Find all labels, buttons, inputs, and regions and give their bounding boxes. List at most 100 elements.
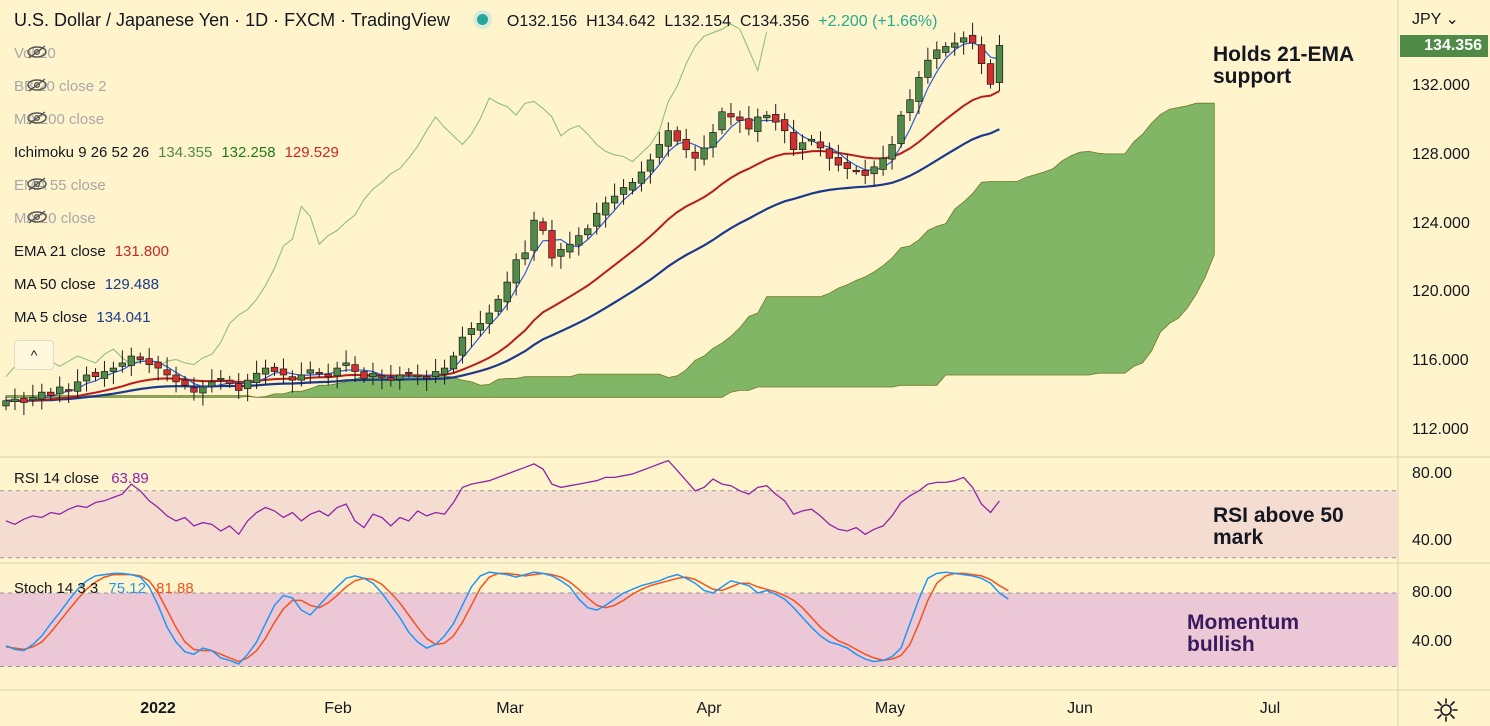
settings-gear-icon[interactable]: [1433, 697, 1459, 723]
currency-selector[interactable]: JPY ⌄: [1412, 11, 1459, 28]
candle-body: [2, 400, 10, 407]
candle-body: [745, 118, 753, 130]
indicator-value: 134.355: [158, 144, 213, 161]
candle-body: [378, 375, 386, 378]
candle-body: [942, 46, 950, 53]
indicator-legend-row[interactable]: Ichimoku 9 26 52 26 134.355 132.258 129.529: [14, 144, 339, 161]
candle-body: [619, 187, 628, 195]
ema21-line: [5, 90, 1000, 402]
indicator-legend-row[interactable]: EMA 55 close: [14, 177, 106, 194]
collapse-legend-button[interactable]: ^: [14, 340, 54, 370]
candle-body: [360, 371, 368, 379]
candle-body: [467, 328, 476, 335]
rsi-legend-value: 63.89: [111, 470, 149, 487]
candle-body: [315, 372, 323, 375]
candle-body: [682, 138, 690, 150]
candle-body: [154, 361, 162, 369]
candle-body: [127, 355, 135, 366]
price-axis-label: 116.000: [1412, 352, 1469, 370]
candle-body: [20, 397, 28, 403]
market-status-icon: [476, 14, 488, 25]
candle-body: [297, 374, 305, 381]
candle-body: [888, 144, 896, 160]
candle-body: [852, 169, 860, 173]
stoch-annotation: Momentum bullish: [1187, 611, 1299, 656]
candle-body: [172, 374, 180, 383]
change-value: +2.200 (+1.66%): [818, 13, 938, 30]
candle-body: [458, 336, 467, 356]
candle-body: [306, 369, 314, 374]
candle-body: [387, 377, 395, 381]
stoch-band: [0, 593, 1398, 667]
candle-body: [664, 130, 672, 147]
candle-body: [217, 378, 225, 381]
candle-body: [825, 148, 834, 159]
candle-body: [261, 367, 270, 375]
indicator-legend-row[interactable]: MA 5 close 134.041: [14, 309, 151, 326]
candle-body: [584, 228, 592, 236]
stoch-d-value: 81.88: [156, 580, 194, 597]
candle-body: [986, 63, 995, 85]
indicator-legend-row[interactable]: EMA 21 close 131.800: [14, 243, 169, 260]
currency-label: JPY: [1412, 11, 1442, 28]
time-axis-label: 2022: [140, 700, 176, 717]
price-axis-label: 112.000: [1412, 421, 1469, 438]
rsi-line: [5, 459, 1000, 536]
price-axis-label: 132.000: [1412, 77, 1470, 94]
indicator-legend-row[interactable]: MA 200 close: [14, 111, 104, 128]
price-annotation: Holds 21-EMA support: [1213, 43, 1355, 88]
indicator-legend-row[interactable]: BB 20 close 2: [14, 78, 107, 95]
rsi-band: [0, 490, 1398, 558]
time-axis-label: Apr: [696, 700, 722, 717]
candle-body: [324, 373, 332, 378]
indicator-legend-row[interactable]: MA 50 close 129.488: [14, 276, 159, 293]
candle-body: [512, 259, 520, 284]
indicator-legend-row[interactable]: Vol 20: [14, 45, 56, 62]
candle-body: [396, 374, 404, 380]
candle-body: [897, 114, 905, 144]
candle-body: [64, 389, 73, 392]
candle-body: [557, 249, 565, 257]
candle-body: [288, 376, 297, 381]
candle-body: [539, 221, 547, 231]
candle-body: [333, 367, 341, 377]
price-axis-label: 120.000: [1412, 283, 1470, 301]
indicator-axis-label: 80.00: [1412, 584, 1453, 601]
candle-body: [414, 374, 422, 378]
indicator-value: 129.488: [104, 276, 159, 293]
indicator-axis-label: 40.00: [1412, 633, 1453, 650]
high-value: H134.642: [586, 13, 656, 30]
time-axis-label: Feb: [324, 700, 352, 717]
candle-body: [601, 202, 610, 216]
rsi-annotation: RSI above 50 mark: [1213, 504, 1344, 549]
candle-body: [673, 130, 681, 142]
candle-body: [136, 356, 144, 360]
stoch-legend[interactable]: Stoch 14 3 3 75.12 81.88: [14, 580, 194, 597]
rsi-legend[interactable]: RSI 14 close 63.89: [14, 470, 149, 487]
candle-body: [91, 372, 100, 378]
candle-body: [700, 147, 708, 160]
candle-body: [968, 34, 977, 44]
candle-body: [879, 157, 887, 170]
candle-body: [351, 364, 359, 372]
candle-body: [637, 171, 646, 184]
candle-body: [995, 45, 1004, 83]
indicator-label: EMA 21 close: [14, 243, 106, 260]
candle-body: [118, 362, 127, 367]
candle-body: [47, 391, 55, 396]
stoch-legend-label: Stoch 14 3 3: [14, 580, 99, 597]
close-value: C134.356: [739, 13, 810, 30]
indicator-legend-row[interactable]: MA 20 close: [14, 210, 96, 227]
indicator-label: Ichimoku 9 26 52 26: [14, 144, 150, 161]
candle-body: [431, 371, 440, 378]
candle-body: [279, 368, 288, 376]
indicator-label: MA 5 close: [14, 309, 88, 326]
symbol-title[interactable]: U.S. Dollar / Japanese Yen · 1D · FXCM ·…: [14, 10, 450, 30]
candle-body: [959, 37, 968, 43]
candle-body: [503, 281, 511, 303]
stoch-k-value: 75.12: [108, 580, 146, 597]
ma5-line: [5, 41, 1000, 402]
candle-body: [226, 379, 234, 384]
candle-body: [521, 252, 529, 260]
